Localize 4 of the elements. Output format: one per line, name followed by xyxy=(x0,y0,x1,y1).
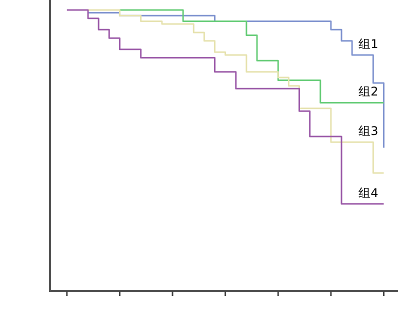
series-label: 组1 xyxy=(358,36,378,51)
series-label: 组2 xyxy=(358,84,378,99)
series-label: 组3 xyxy=(358,124,378,138)
series-label: 组4 xyxy=(358,186,378,200)
